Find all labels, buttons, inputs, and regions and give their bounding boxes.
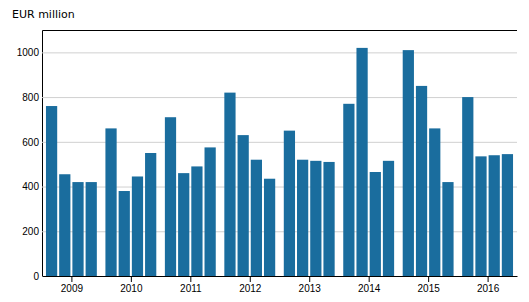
tick-label: 2010 bbox=[120, 283, 143, 294]
bar bbox=[205, 147, 216, 276]
x-axis: 2009 2010 2011 2012 2013 2014 2015 2016 bbox=[43, 276, 518, 294]
tick-label: 2014 bbox=[358, 283, 381, 294]
bar bbox=[403, 50, 414, 276]
bar bbox=[442, 182, 453, 276]
grid-line bbox=[42, 97, 517, 98]
axis-line bbox=[43, 276, 518, 277]
tick-label: 2015 bbox=[418, 283, 441, 294]
bar bbox=[224, 93, 235, 276]
bar bbox=[310, 161, 321, 276]
tick-label: 2009 bbox=[61, 283, 84, 294]
tick-label: 400 bbox=[22, 181, 39, 192]
bar bbox=[323, 162, 334, 276]
bar bbox=[238, 135, 249, 276]
tick-mark bbox=[309, 276, 310, 282]
tick-label: 600 bbox=[22, 137, 39, 148]
tick: 2010 bbox=[120, 276, 143, 294]
tick-mark bbox=[369, 276, 370, 282]
bar bbox=[191, 166, 202, 276]
bar bbox=[59, 174, 70, 276]
tick: 1000 bbox=[17, 47, 517, 58]
tick-label: 2011 bbox=[180, 283, 202, 294]
bar bbox=[105, 128, 116, 276]
bar bbox=[502, 154, 513, 276]
bar bbox=[429, 128, 440, 276]
axis-line bbox=[43, 31, 518, 277]
bar bbox=[178, 173, 189, 276]
tick-mark bbox=[428, 276, 429, 282]
bar bbox=[132, 176, 143, 276]
bar bbox=[489, 155, 500, 276]
bar bbox=[86, 182, 97, 276]
bar bbox=[119, 191, 130, 276]
tick-mark bbox=[131, 276, 132, 282]
bar bbox=[284, 131, 295, 276]
tick-label: 2013 bbox=[299, 283, 322, 294]
bar bbox=[251, 160, 262, 276]
tick-label: 800 bbox=[22, 92, 39, 103]
tick-label: 0 bbox=[33, 271, 39, 282]
bar bbox=[416, 86, 427, 276]
chart: 0 200 400 600 800 1000 2009 2010 2011 2012 2013 201… bbox=[0, 0, 529, 302]
plot: 0 200 400 600 800 1000 2009 2010 2011 2012 2013 201… bbox=[17, 31, 518, 295]
y-axis: 0 200 400 600 800 1000 bbox=[17, 31, 517, 282]
tick-mark bbox=[71, 276, 72, 282]
tick: 2015 bbox=[418, 276, 441, 294]
bar bbox=[356, 48, 367, 276]
tick-label: 2012 bbox=[239, 283, 262, 294]
bar bbox=[264, 179, 275, 276]
bar bbox=[145, 153, 156, 276]
bar bbox=[370, 172, 381, 276]
tick: 800 bbox=[22, 92, 517, 103]
tick: 2013 bbox=[299, 276, 322, 294]
grid-line bbox=[42, 52, 517, 53]
bars bbox=[46, 48, 513, 276]
tick: 2012 bbox=[239, 276, 262, 294]
tick-mark bbox=[250, 276, 251, 282]
tick-mark bbox=[488, 276, 489, 282]
bar bbox=[297, 160, 308, 276]
tick: 2016 bbox=[477, 276, 500, 294]
tick: 2014 bbox=[358, 276, 381, 294]
tick: 2011 bbox=[180, 276, 202, 294]
grid-line bbox=[42, 276, 517, 277]
axis-title: EUR million bbox=[12, 8, 75, 21]
bar bbox=[165, 117, 176, 276]
bar bbox=[46, 106, 57, 276]
bar bbox=[343, 104, 354, 276]
bar bbox=[383, 161, 394, 276]
bar bbox=[72, 182, 83, 276]
tick-label: 1000 bbox=[17, 47, 40, 58]
bar bbox=[475, 156, 486, 276]
tick-label: 2016 bbox=[477, 283, 500, 294]
tick: 600 bbox=[22, 137, 517, 148]
bar bbox=[462, 97, 473, 276]
tick-mark bbox=[190, 276, 191, 282]
tick: 2009 bbox=[61, 276, 84, 294]
tick-label: 200 bbox=[22, 226, 39, 237]
